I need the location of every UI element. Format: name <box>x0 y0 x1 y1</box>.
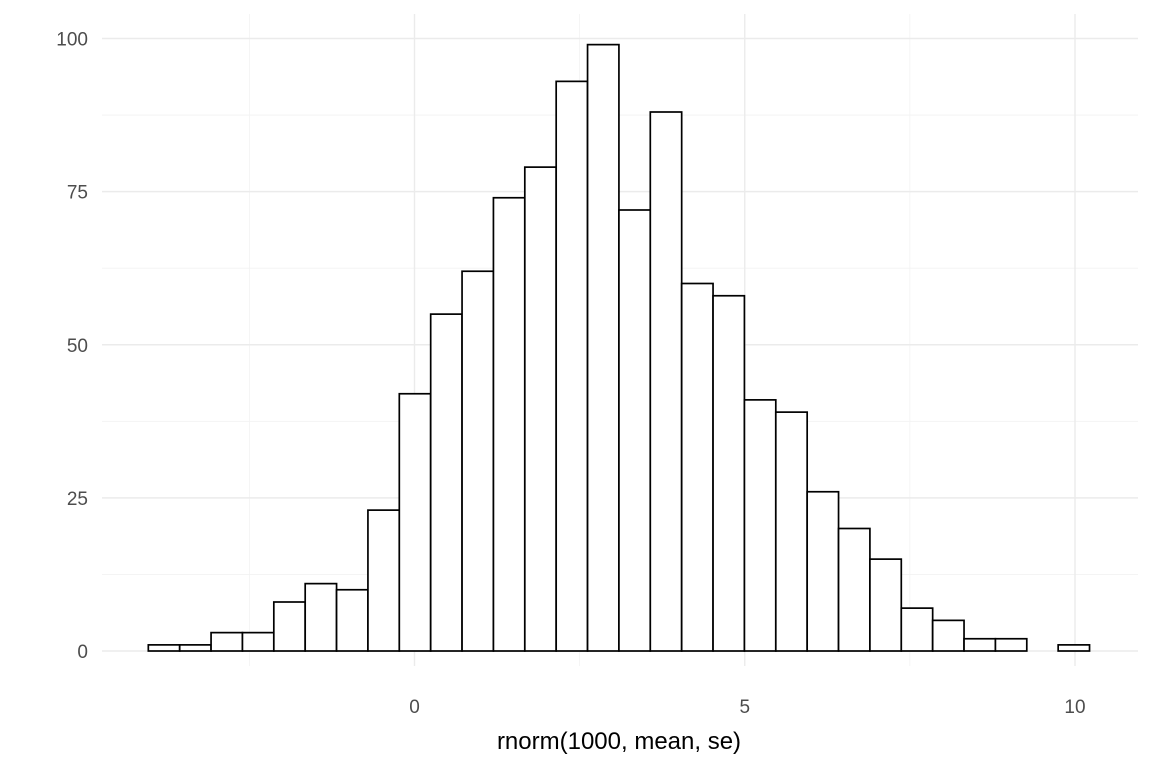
y-tick-label: 50 <box>67 336 88 357</box>
histogram-bar <box>304 582 338 652</box>
histogram-bar <box>147 644 181 652</box>
histogram-bar <box>492 196 526 652</box>
histogram-bar <box>774 411 809 652</box>
histogram-bar <box>931 619 965 652</box>
histogram-bar <box>649 111 683 652</box>
histogram-bar <box>178 644 212 652</box>
histogram-bar <box>994 637 1028 652</box>
x-tick-label: 10 <box>1064 697 1085 718</box>
histogram-bar <box>241 631 275 652</box>
y-tick-label: 25 <box>67 489 88 510</box>
histogram-bar <box>869 558 903 652</box>
histogram-bar <box>680 282 714 652</box>
histogram-bar <box>743 399 777 652</box>
histogram-bar <box>555 80 589 652</box>
histogram-bar <box>586 43 620 652</box>
histogram-bar <box>210 631 244 652</box>
histogram-bar <box>900 607 934 652</box>
histogram-bar <box>461 270 495 652</box>
x-axis-title: rnorm(1000, mean, se) <box>497 728 741 755</box>
histogram-bar <box>272 601 307 652</box>
histogram-bar <box>367 509 401 652</box>
histogram-bar <box>618 209 652 652</box>
histogram-bar <box>429 313 463 652</box>
x-tick-label: 0 <box>409 697 420 718</box>
y-tick-label: 75 <box>67 183 88 204</box>
y-tick-label: 100 <box>56 30 88 51</box>
histogram-bar <box>1057 644 1091 652</box>
histogram-bar <box>523 166 558 652</box>
x-tick-label: 5 <box>739 697 750 718</box>
x-axis-tick-labels: 0 5 10 <box>409 697 1085 718</box>
histogram-bar <box>335 588 369 652</box>
histogram-bar <box>837 527 871 652</box>
histogram-bar <box>398 392 432 652</box>
histogram-bars <box>147 43 1091 652</box>
histogram-bar <box>963 637 997 652</box>
histogram-bar <box>806 490 840 652</box>
y-tick-label: 0 <box>77 642 88 663</box>
y-axis-tick-labels: 0 25 50 75 100 <box>56 30 88 664</box>
histogram-bar <box>712 294 746 652</box>
